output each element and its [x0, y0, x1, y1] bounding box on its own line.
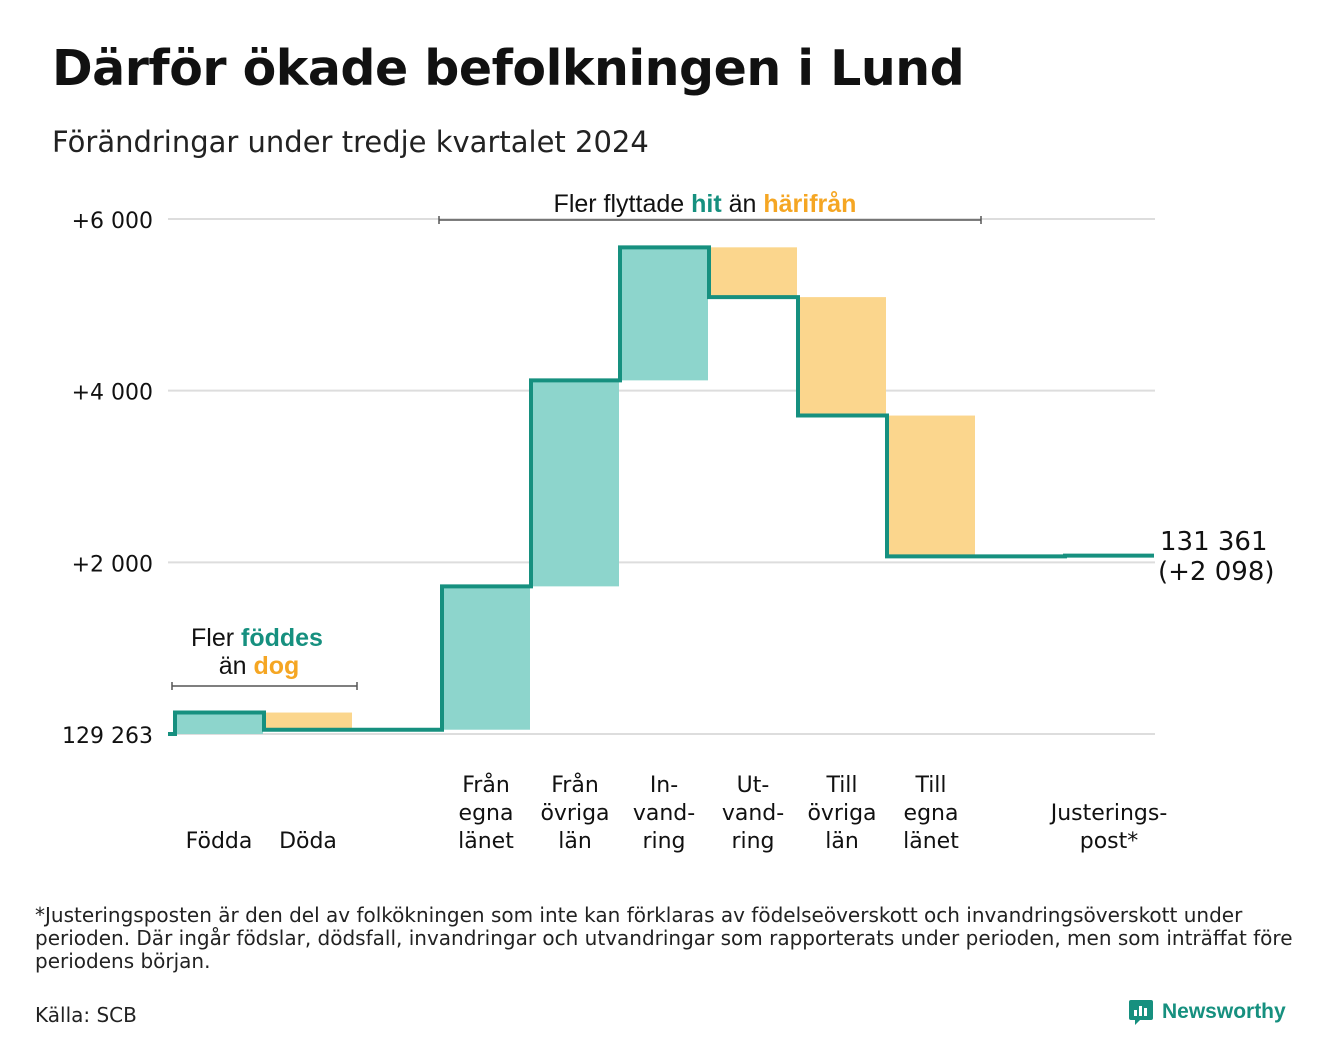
waterfall-bar — [620, 247, 708, 381]
svg-text:Fler flyttade hit än härifrån: Fler flyttade hit än härifrån — [554, 190, 857, 218]
births-annotation: Fler föddes än dog — [171, 624, 358, 690]
category-label: ring — [731, 829, 774, 854]
waterfall-bar — [264, 712, 352, 730]
category-label: ring — [642, 829, 685, 854]
migration-annotation: Fler flyttade hit än härifrån — [438, 190, 982, 224]
deaths-annotation-prefix: än — [219, 652, 254, 680]
migration-annotation-in: hit — [691, 190, 722, 218]
waterfall-chart: 129 263 +2 000 +4 000 +6 000 Födda Döda Från e… — [62, 190, 1275, 854]
category-label: övriga — [540, 801, 609, 826]
brand-name: Newsworthy — [1162, 1000, 1286, 1023]
category-label: länet — [458, 829, 514, 854]
bar-chart-icon — [1129, 1000, 1153, 1025]
category-label: egna — [904, 801, 959, 826]
category-label: vand- — [633, 801, 695, 826]
category-label: län — [825, 829, 859, 854]
category-label: egna — [459, 801, 514, 826]
category-label: Födda — [186, 829, 253, 854]
waterfall-bar — [887, 415, 975, 557]
category-label: post* — [1080, 829, 1139, 854]
y-tick-label: +2 000 — [72, 552, 153, 577]
births-annotation-highlight: föddes — [241, 624, 323, 652]
cumulative-line — [168, 245, 1154, 736]
waterfall-bar — [175, 712, 263, 734]
migration-annotation-middle: än — [722, 190, 764, 218]
y-tick-label: +4 000 — [72, 381, 153, 406]
chart-subtitle: Förändringar under tredje kvartalet 2024 — [52, 125, 649, 159]
migration-annotation-prefix: Fler flyttade — [554, 190, 692, 218]
category-label: In- — [650, 773, 678, 798]
source-label: Källa: SCB — [35, 1003, 137, 1027]
category-label: Till — [825, 773, 857, 798]
category-label: Ut- — [737, 773, 770, 798]
category-label: övriga — [807, 801, 876, 826]
category-label: Justerings- — [1049, 801, 1168, 826]
category-label: Från — [551, 772, 599, 798]
births-annotation-prefix: Fler — [191, 624, 241, 652]
end-value-label: 131 361 — [1160, 527, 1268, 557]
deaths-annotation-highlight: dog — [253, 652, 299, 680]
waterfall-bar — [442, 586, 530, 730]
category-label: Till — [914, 773, 946, 798]
category-label: Döda — [279, 829, 337, 854]
chart-title: Därför ökade befolkningen i Lund — [52, 40, 965, 97]
category-label: län — [558, 829, 592, 854]
waterfall-bar — [531, 380, 619, 587]
category-label: vand- — [722, 801, 784, 826]
y-tick-label: +6 000 — [72, 209, 153, 234]
waterfall-bar — [709, 247, 797, 298]
svg-text:än dog: än dog — [219, 652, 300, 680]
category-label: Från — [462, 772, 510, 798]
end-change-label: (+2 098) — [1158, 557, 1275, 587]
y-tick-label: 129 263 — [62, 724, 153, 749]
newsworthy-logo: Newsworthy — [1128, 998, 1286, 1026]
category-label: länet — [903, 829, 959, 854]
migration-annotation-out: härifrån — [763, 190, 856, 218]
svg-text:Fler föddes: Fler föddes — [191, 624, 323, 652]
footnote: *Justeringsposten är den del av folkökni… — [35, 903, 1293, 973]
waterfall-bar — [798, 297, 886, 416]
